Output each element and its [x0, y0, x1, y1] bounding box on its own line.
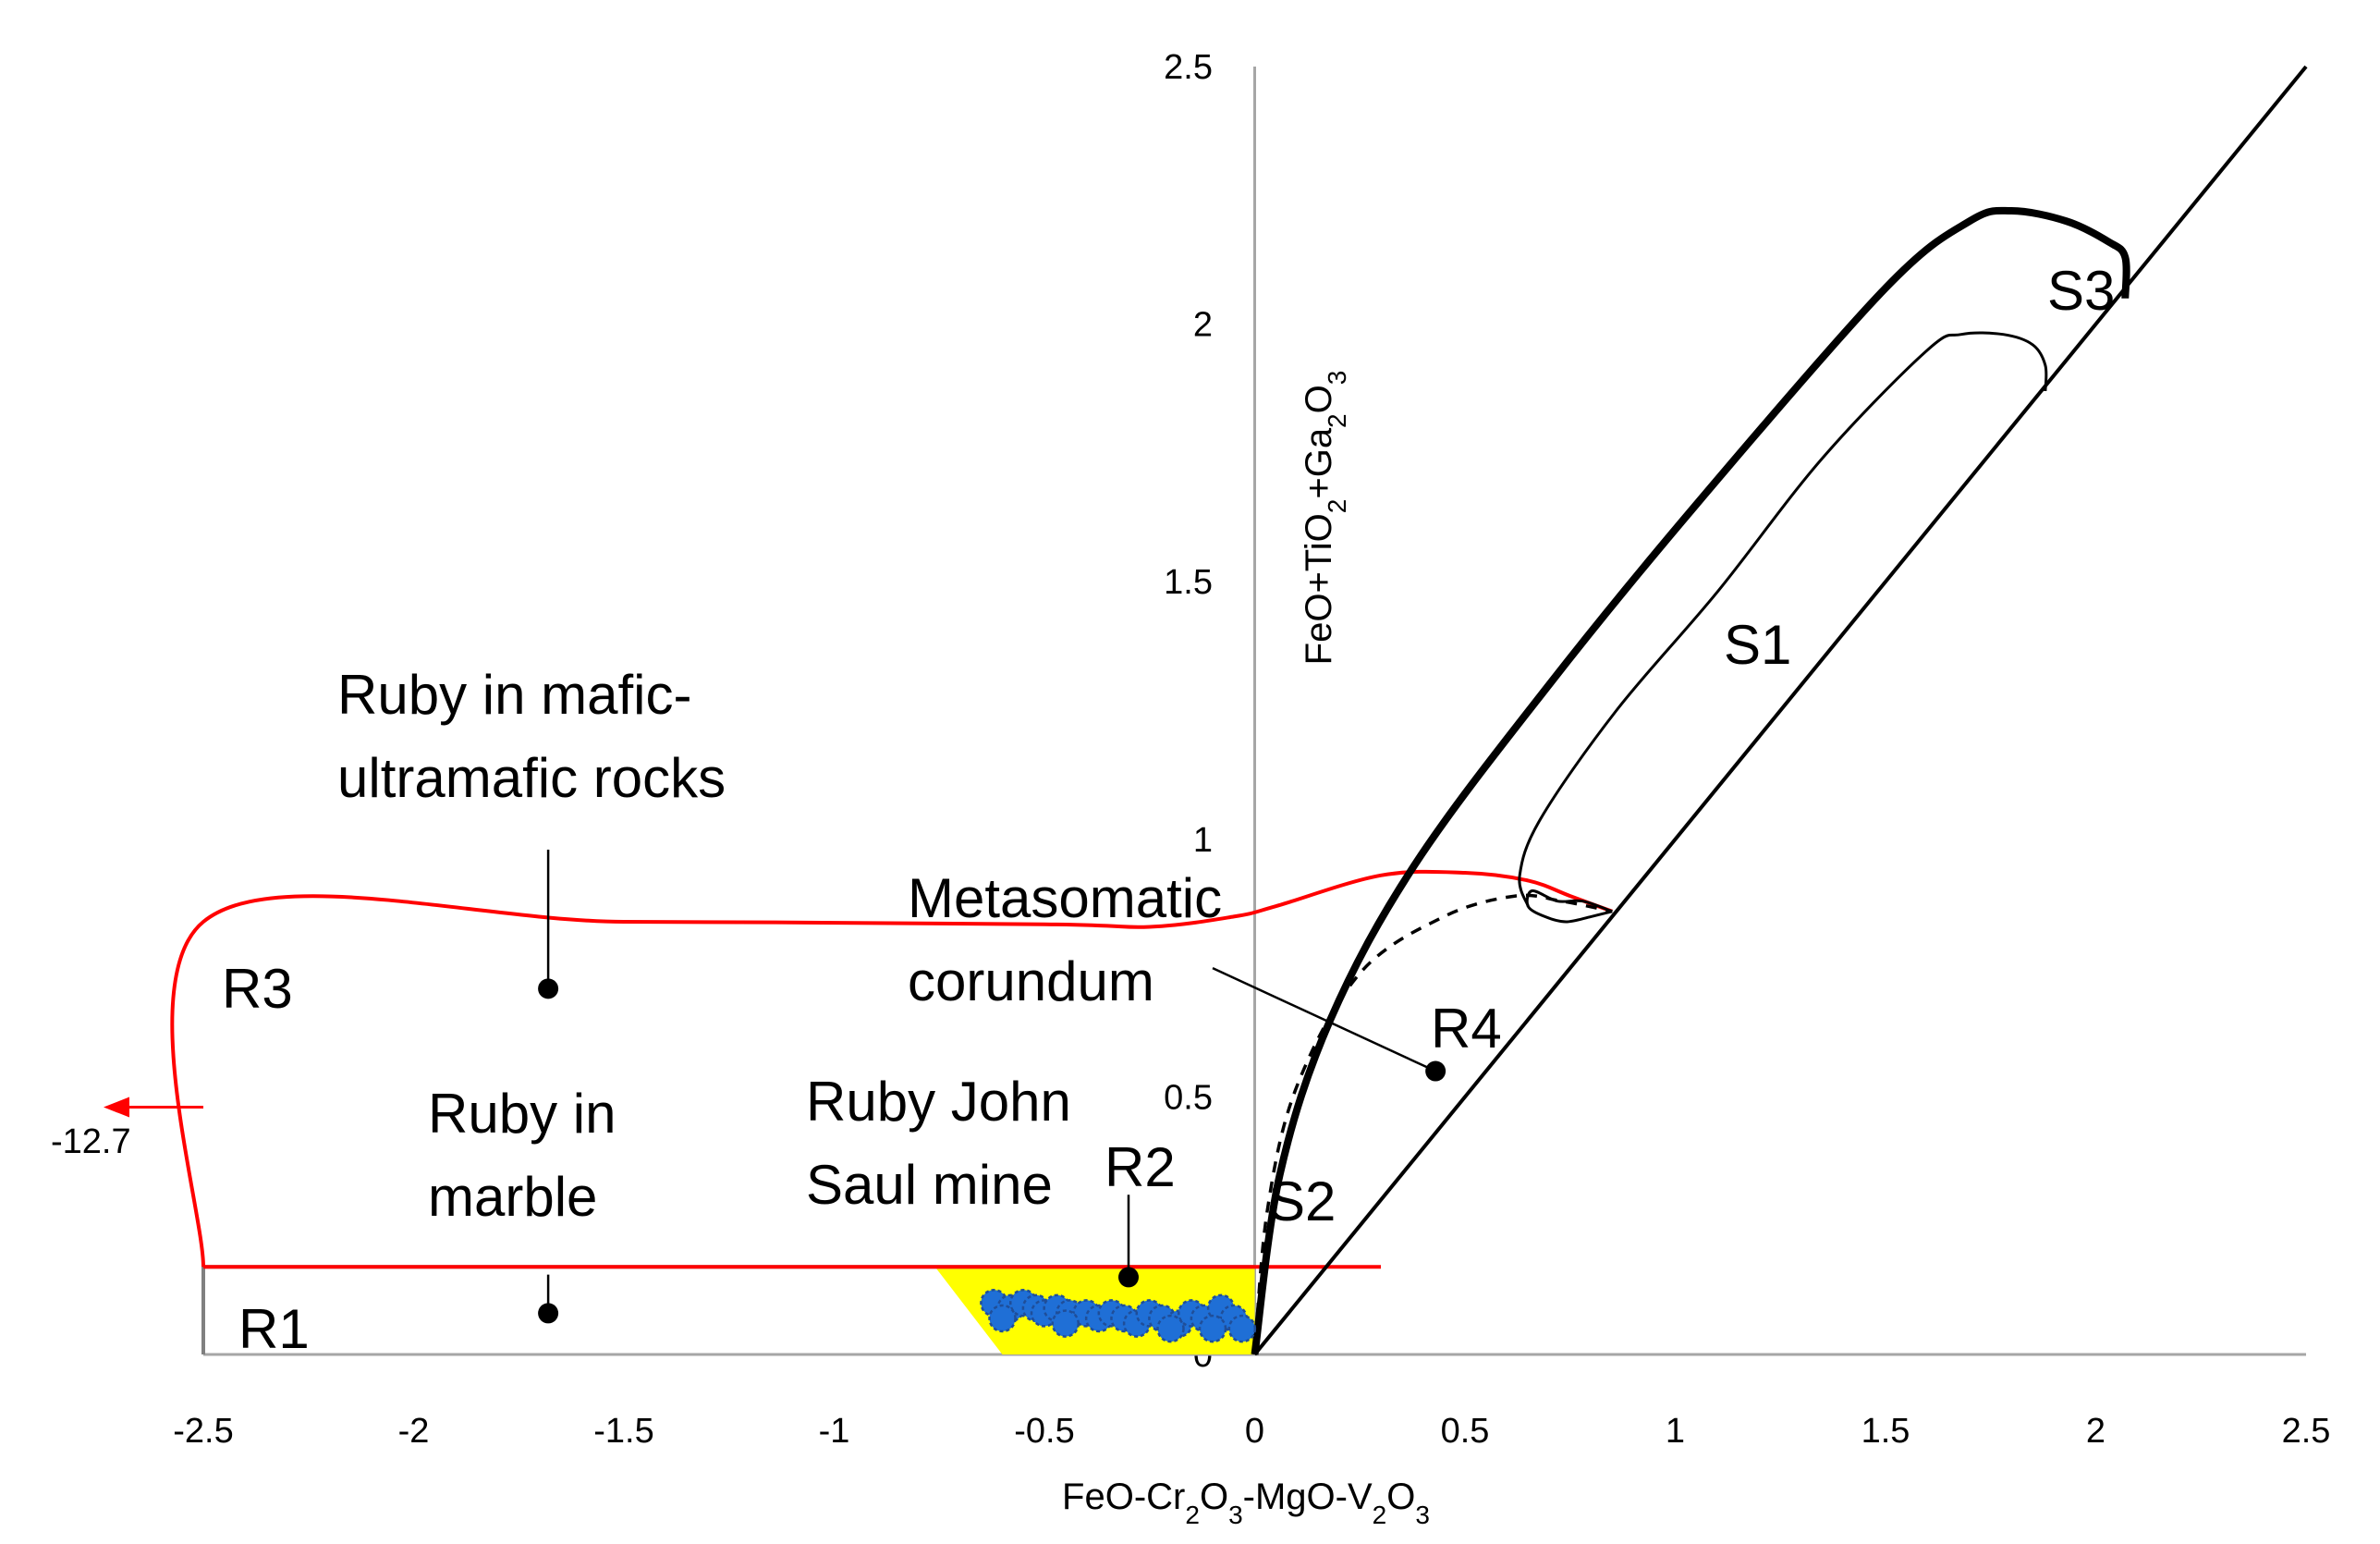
annotation-mafic-line1: Ruby in mafic- — [337, 664, 691, 726]
axis-title-part: 2 — [1185, 1501, 1200, 1529]
axis-title-part: 2 — [1373, 1501, 1387, 1529]
x-tick-label: 1.5 — [1861, 1412, 1910, 1451]
annotation-mafic-line2: ultramafic rocks — [337, 747, 726, 809]
x-tick-label: -1.5 — [593, 1412, 653, 1451]
axis-title-part: 2 — [1323, 499, 1351, 514]
axis-title-part: -MgO-V — [1243, 1477, 1373, 1517]
field-label-r1: R1 — [238, 1298, 310, 1360]
x-tick-label: -2 — [398, 1412, 430, 1451]
axis-title-part: 3 — [1228, 1501, 1243, 1529]
data-point — [1051, 1309, 1080, 1338]
field-label-s1: S1 — [1724, 614, 1791, 676]
x-tick-label: -1 — [819, 1412, 850, 1451]
data-point — [988, 1304, 1017, 1333]
field-label-r2: R2 — [1105, 1136, 1176, 1198]
field-label-r4: R4 — [1431, 998, 1502, 1060]
x-tick-label: 1 — [1666, 1412, 1685, 1451]
y-tick-label: 2.5 — [1164, 48, 1213, 87]
s3-field-outline — [1251, 206, 2130, 1355]
annotation-metasomatic-line1: Metasomatic — [908, 867, 1222, 929]
s1-field-outline — [1518, 331, 2048, 907]
s1-lower-lobe — [1525, 889, 1613, 924]
y-tick-label: 1 — [1193, 821, 1213, 860]
data-points — [980, 1289, 1257, 1343]
annotation-marble-line1: Ruby in — [428, 1083, 616, 1145]
annotation-john-saul-line2: Saul mine — [806, 1154, 1053, 1216]
axis-title-part: O — [1299, 385, 1339, 413]
x-tick-label: 0.5 — [1441, 1412, 1490, 1451]
axis-title-part: FeO-Cr — [1062, 1477, 1185, 1517]
axis-title-part: +Ga — [1299, 427, 1339, 498]
field-label-s3: S3 — [2047, 260, 2115, 322]
y-axis: 00.511.522.5 — [1164, 48, 1256, 1375]
x-tick-label: 2.5 — [2282, 1412, 2331, 1451]
axis-title-part: O — [1386, 1477, 1415, 1517]
offscale-arrow-label: -12.7 — [51, 1122, 131, 1161]
axis-title-part: O — [1200, 1477, 1228, 1517]
y-axis-title: FeO+TiO2+Ga2O3 — [1299, 371, 1351, 666]
annotation-marble-line2: marble — [428, 1166, 597, 1228]
annotation-john-saul-line1: Ruby John — [806, 1071, 1071, 1133]
axis-title-part: 2 — [1323, 413, 1351, 428]
diagonal-boundary — [1252, 65, 2308, 1356]
x-axis: -2.5 -2 -1.5 -1 -0.5 0 0.5 1 1.5 2 2.5 — [173, 1353, 2331, 1451]
y-tick-label: 0.5 — [1164, 1078, 1213, 1117]
r3-field-outline — [170, 869, 1613, 1268]
x-tick-label: 2 — [2086, 1412, 2105, 1451]
y-tick-label: 2 — [1193, 306, 1213, 345]
marker-metasomatic — [1425, 1060, 1446, 1082]
offscale-arrow-head — [104, 1097, 129, 1118]
x-tick-label: -0.5 — [1014, 1412, 1074, 1451]
x-tick-label: -2.5 — [173, 1412, 233, 1451]
field-label-r3: R3 — [222, 958, 293, 1020]
data-point — [1227, 1314, 1257, 1343]
axis-titles: FeO-Cr2O3-MgO-V2O3 FeO+TiO2+Ga2O3 — [1062, 371, 1430, 1529]
axis-title-part: 3 — [1415, 1501, 1430, 1529]
axis-title-part: 3 — [1323, 371, 1351, 386]
x-tick-label: 0 — [1245, 1412, 1264, 1451]
marker-marble — [538, 1303, 559, 1324]
annotation-markers — [538, 849, 1446, 1324]
y-tick-label: 1.5 — [1164, 563, 1213, 602]
axis-title-part: FeO+TiO — [1299, 513, 1339, 665]
field-label-s2: S2 — [1268, 1170, 1336, 1232]
x-axis-title: FeO-Cr2O3-MgO-V2O3 — [1062, 1477, 1430, 1529]
s2-dashed-boundary — [1252, 893, 1613, 1355]
data-point — [1156, 1314, 1185, 1343]
annotation-metasomatic-line2: corundum — [908, 950, 1154, 1012]
marker-john_saul — [1118, 1267, 1139, 1288]
leader-line-metasomatic — [1212, 966, 1436, 1072]
field-labels: R1 R2 R3 R4 S1 S2 S3 Ruby in mafic- ultr… — [51, 260, 2115, 1360]
data-point — [1198, 1314, 1227, 1343]
marker-mafic — [538, 978, 559, 999]
